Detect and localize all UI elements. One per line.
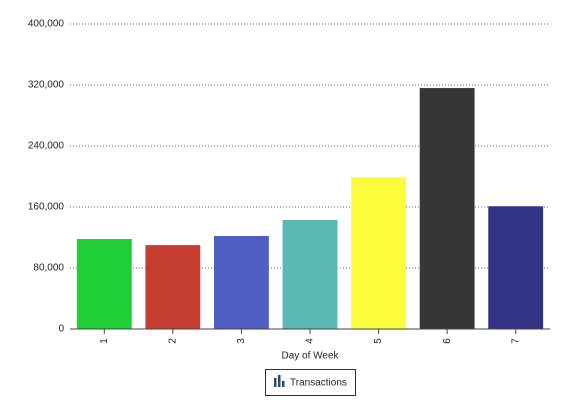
x-tick-label: 6	[442, 338, 453, 344]
x-tick-label: 5	[373, 338, 384, 344]
bar	[488, 206, 544, 329]
bar	[419, 88, 475, 329]
bar	[282, 219, 338, 329]
x-tick-label: 3	[236, 338, 247, 344]
legend: Transactions	[265, 369, 356, 396]
x-axis-title: Day of Week	[281, 351, 339, 362]
bar	[214, 235, 269, 329]
y-tick-label: 0	[58, 324, 64, 335]
x-tick-label: 4	[305, 338, 316, 344]
y-tick-label: 400,000	[28, 19, 65, 30]
legend-icon	[274, 378, 277, 387]
y-tick-label: 80,000	[33, 263, 64, 274]
legend-icon	[282, 381, 285, 387]
x-tick-label: 1	[99, 338, 110, 344]
y-tick-label: 320,000	[28, 80, 65, 91]
y-tick-label: 160,000	[28, 202, 65, 213]
bar	[145, 245, 201, 329]
bar	[76, 239, 132, 329]
bar	[351, 177, 406, 329]
y-tick-label: 240,000	[28, 141, 65, 152]
legend-label: Transactions	[290, 378, 347, 389]
x-tick-label: 2	[167, 338, 178, 344]
legend-icon	[278, 375, 281, 387]
x-tick-label: 7	[510, 338, 521, 344]
